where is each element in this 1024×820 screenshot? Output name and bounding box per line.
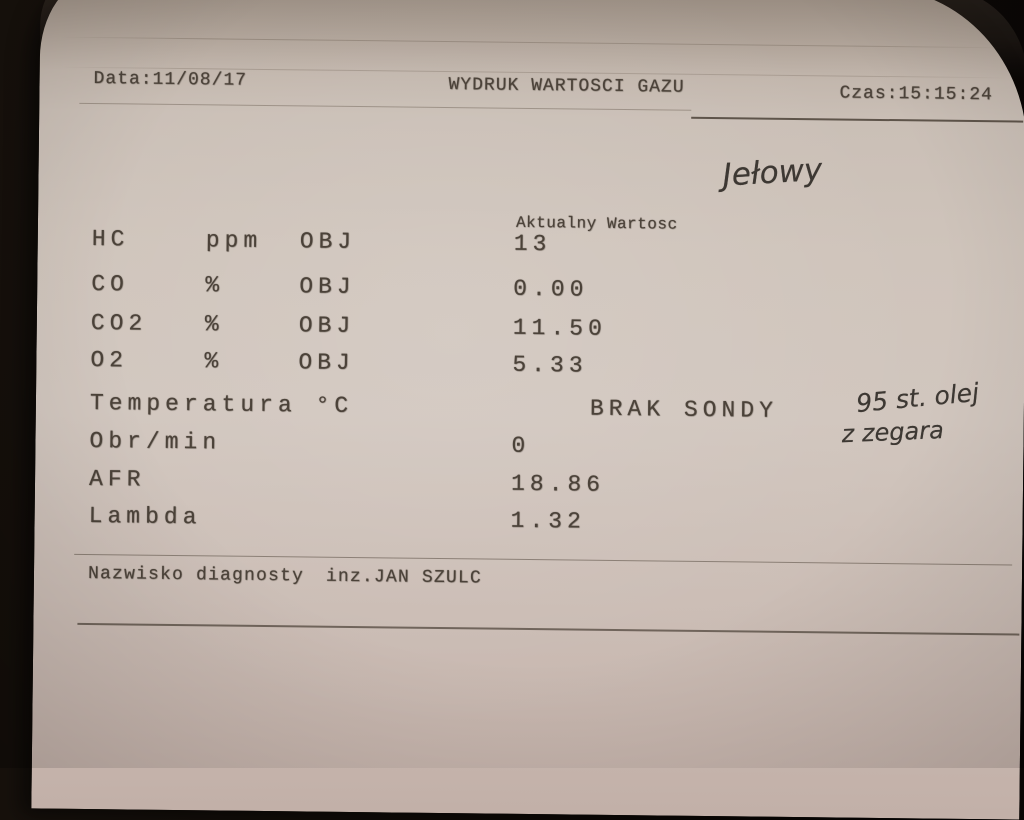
receipt-time: Czas:15:15:24 <box>839 83 994 106</box>
mode-label: OBJ <box>298 349 355 377</box>
table-row-o2: O2 % OBJ 5.33 <box>36 346 1024 387</box>
value-text: 0.00 <box>513 275 589 303</box>
handwritten-note-top: Jełowy <box>721 151 824 194</box>
param-label: Temperatura °C <box>89 390 354 419</box>
param-label: CO <box>91 271 130 298</box>
table-row-lambda: Lambda 1.32 <box>34 502 1022 543</box>
unit-label: % <box>204 311 224 338</box>
header-underline-left <box>79 102 692 111</box>
receipt-paper-sheet: Data:11/08/17 WYDRUK WARTOSCI GAZU Czas:… <box>31 0 1024 820</box>
receipt-date: Data:11/08/17 <box>93 69 248 91</box>
value-text: 13 <box>513 230 552 258</box>
receipt-title: WYDRUK WARTOSCI GAZU <box>448 75 685 98</box>
table-row-afr: AFR 18.86 <box>35 465 1023 506</box>
value-text: 11.50 <box>512 314 607 342</box>
handwritten-note-line2: z zegara <box>841 416 945 449</box>
value-text: BRAK SONDY <box>589 395 779 424</box>
mode-label: OBJ <box>298 312 356 340</box>
table-row-co: CO % OBJ 0.00 <box>37 270 1024 311</box>
diagnostician-name: inz.JAN SZULC <box>325 566 483 589</box>
header-underline-right <box>691 116 1024 123</box>
unit-label: % <box>204 348 224 375</box>
value-text: 18.86 <box>510 470 606 498</box>
param-label: AFR <box>88 466 146 493</box>
param-label: HC <box>91 226 130 253</box>
param-label: O2 <box>90 347 129 374</box>
table-row-co2: CO2 % OBJ 11.50 <box>37 309 1024 350</box>
unit-label: % <box>205 272 225 299</box>
mode-label: OBJ <box>299 273 356 301</box>
value-text: 1.32 <box>510 507 586 535</box>
signature-divider-line <box>74 553 1013 566</box>
param-label: Lambda <box>88 503 202 531</box>
mode-label: OBJ <box>299 228 357 256</box>
value-text: 0 <box>511 432 531 460</box>
bottom-divider-line <box>77 622 1020 636</box>
value-text: 5.33 <box>512 351 588 379</box>
unit-label: ppm <box>205 227 263 254</box>
param-label: Obr/min <box>89 428 222 456</box>
param-label: CO2 <box>90 310 148 337</box>
diagnostician-label: Nazwisko diagnosty <box>87 563 305 587</box>
table-row-hc: HC ppm OBJ 13 <box>38 225 1024 266</box>
